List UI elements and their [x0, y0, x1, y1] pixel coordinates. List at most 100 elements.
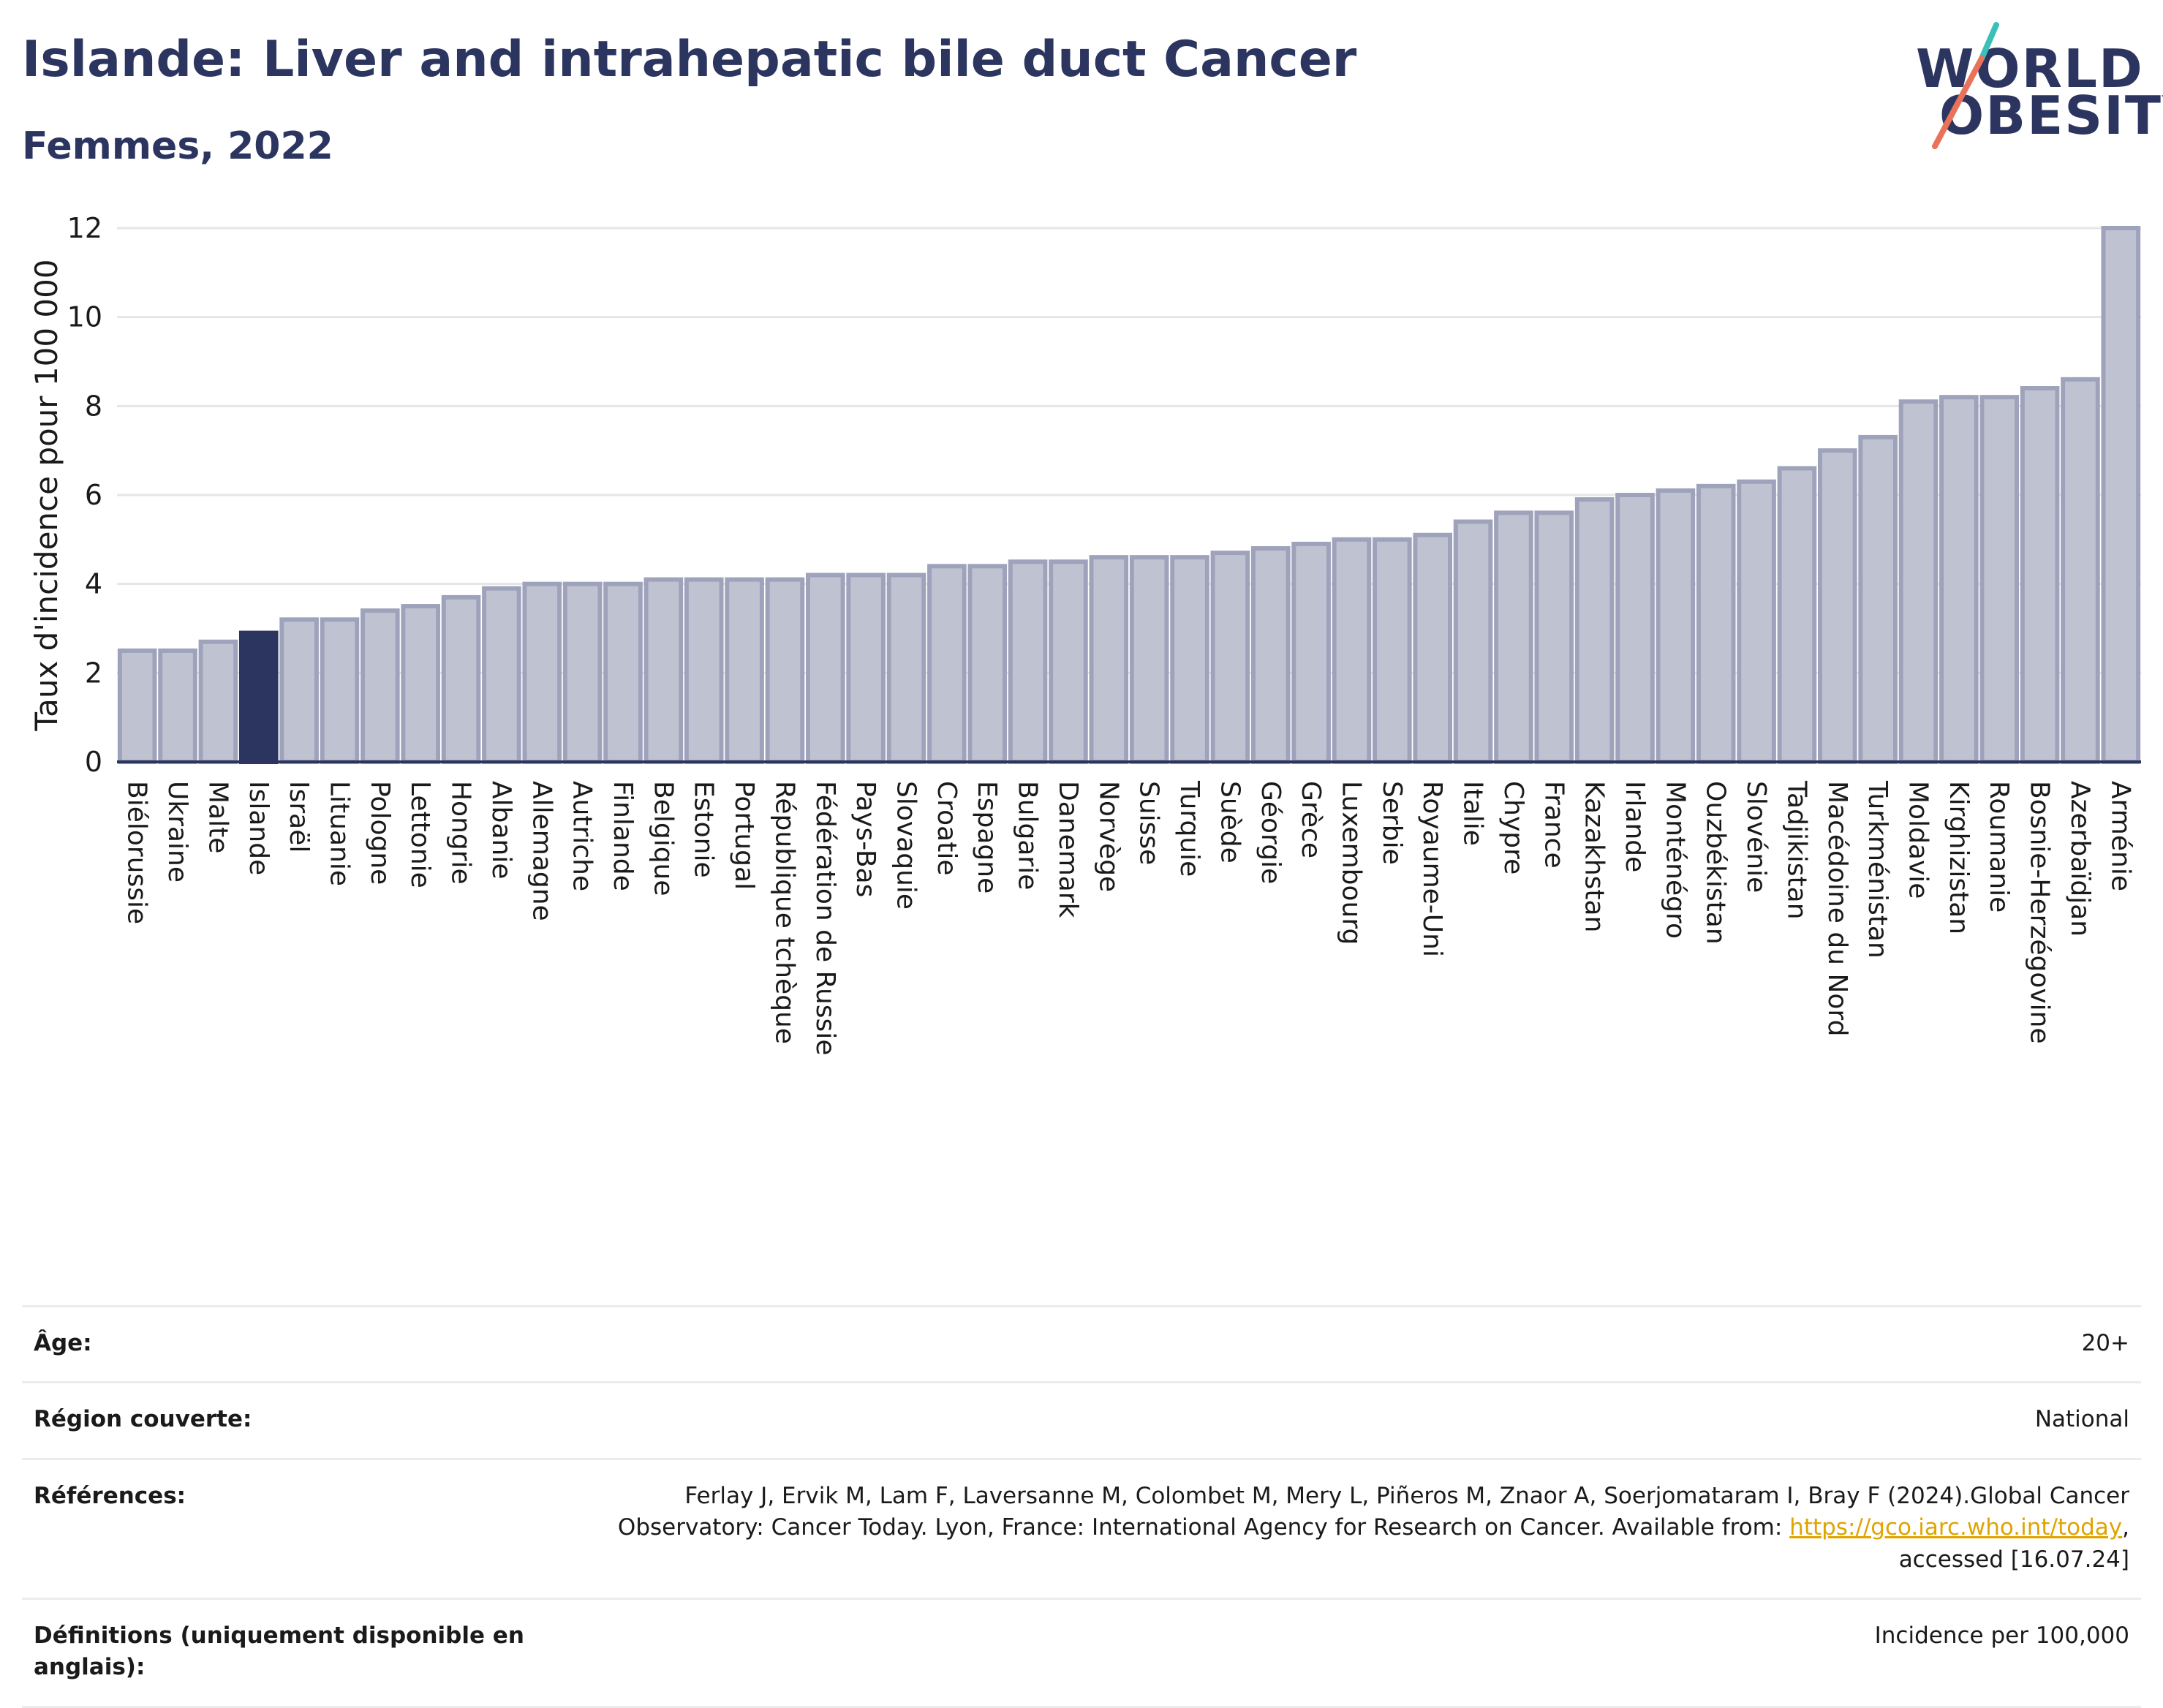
bar [482, 586, 521, 764]
y-tick-label: 8 [85, 390, 102, 422]
x-category-label: Lituanie [324, 781, 354, 886]
definitions-label: Définitions (uniquement disponible en an… [34, 1622, 524, 1681]
bar [1413, 532, 1453, 764]
x-category-label: Macédoine du Nord [1822, 781, 1852, 1036]
bar [1777, 466, 1817, 764]
bar [1373, 537, 1412, 764]
x-category-label: Serbie [1377, 781, 1407, 865]
x-category-label: Roumanie [1984, 781, 2014, 912]
bar [1453, 519, 1493, 764]
bar [1332, 537, 1372, 764]
x-category-label: Slovaquie [891, 781, 921, 910]
bar [198, 639, 238, 764]
x-category-label: Suisse [1134, 781, 1164, 865]
y-tick-label: 12 [67, 212, 102, 244]
bar [117, 648, 157, 765]
x-category-label: Suède [1215, 781, 1245, 864]
x-category-label: Islande [244, 781, 273, 875]
references-accessed: , accessed [16.07.24] [1898, 1514, 2129, 1573]
y-axis-title: Taux d'incidence pour 100 000 [29, 259, 64, 731]
y-tick-labels: 0 2 4 6 8 10 12 [67, 212, 102, 778]
bar [1898, 399, 1939, 764]
x-category-label: Autriche [567, 781, 597, 891]
info-row-references: Références: Ferlay J, Ervik M, Lam F, La… [22, 1457, 2141, 1598]
logo-word-1: WORLD [1916, 38, 2144, 99]
x-category-label: Estonie [689, 781, 719, 878]
x-category-label: Irlande [1620, 781, 1650, 872]
x-category-label: France [1539, 781, 1569, 869]
x-category-label: République tchèque [769, 781, 799, 1044]
bar [886, 573, 926, 764]
x-category-label: Pays-Bas [850, 781, 880, 897]
bar-highlighted [238, 630, 279, 764]
x-category-label: Bulgarie [1013, 781, 1043, 890]
x-category-label: Finlande [608, 781, 638, 891]
bar [1858, 434, 1898, 764]
references-value: Ferlay J, Ervik M, Lam F, Laversanne M, … [594, 1481, 2129, 1576]
x-category-label: Slovénie [1741, 781, 1771, 893]
bar [725, 577, 764, 764]
bar [2101, 226, 2141, 764]
x-category-label: Fédération de Russie [810, 781, 840, 1055]
x-category-label: Lettonie [405, 781, 435, 888]
bar [805, 573, 845, 764]
y-tick-label: 6 [85, 479, 102, 511]
bar [1129, 555, 1169, 764]
bar [1939, 395, 1979, 764]
bar [279, 617, 319, 764]
x-category-label: Pologne [365, 781, 395, 885]
bar [401, 604, 441, 764]
x-category-label: Royaume-Uni [1417, 781, 1447, 957]
bar [603, 581, 643, 765]
logo-slash-icon [1932, 22, 1999, 149]
y-tick-label: 4 [85, 568, 102, 600]
chart-subtitle: Femmes, 2022 [22, 124, 333, 168]
bar [1817, 448, 1857, 764]
info-row-region: Région couverte: National [22, 1381, 2141, 1457]
x-category-label: Croatie [932, 781, 962, 876]
bar [1696, 483, 1736, 764]
x-category-label: Belgique [648, 781, 678, 896]
x-category-label: Ouzbékistan [1701, 781, 1731, 945]
x-category-label: Chypre [1498, 781, 1528, 874]
bar [684, 577, 724, 764]
x-category-label: Portugal [729, 781, 759, 890]
age-value: 20+ [2081, 1330, 2129, 1356]
bar-chart: 0 2 4 6 8 10 12 Biélorussie Ukraine Malte Islande… [29, 212, 2141, 1055]
x-category-label: Azerbaïdjan [2065, 781, 2095, 937]
bar [1291, 541, 1331, 764]
bar [1210, 551, 1250, 764]
x-category-label: Espagne [972, 781, 1002, 893]
bar [927, 564, 967, 764]
x-category-label: Arménie [2105, 781, 2135, 891]
region-value: National [2034, 1406, 2129, 1433]
bar [1089, 555, 1129, 764]
info-table: Âge: 20+ Région couverte: National Référ… [22, 1305, 2141, 1708]
x-category-label: Albanie [486, 781, 516, 880]
world-obesity-logo: WORLD OBESITY [1909, 22, 2163, 154]
x-category-label: Kirghizistan [1944, 781, 1974, 934]
bar [765, 577, 805, 764]
bar [1737, 479, 1776, 764]
bar [1979, 395, 2020, 764]
x-category-label: Biélorussie [122, 781, 152, 924]
x-category-label: Géorgie [1256, 781, 1286, 884]
x-category-label: Israël [284, 781, 314, 853]
bar [1170, 555, 1209, 764]
bar [522, 581, 562, 765]
references-link[interactable]: https://gco.iarc.who.int/today [1789, 1514, 2123, 1541]
bar [2061, 377, 2100, 765]
x-category-label: Turkménistan [1862, 780, 1892, 959]
x-category-label: Tadjikistan [1781, 780, 1811, 920]
x-category-label: Malte [203, 781, 233, 853]
x-category-label: Monténégro [1660, 781, 1690, 939]
x-category-label: Allemagne [526, 781, 556, 921]
bar [1049, 559, 1088, 764]
x-category-label: Grèce [1296, 781, 1326, 858]
bar [441, 594, 481, 765]
bar [1534, 510, 1574, 764]
x-category-label: Danemark [1053, 781, 1083, 918]
bar [1250, 546, 1291, 764]
x-category-label: Ukraine [162, 781, 192, 883]
bar [360, 608, 400, 765]
